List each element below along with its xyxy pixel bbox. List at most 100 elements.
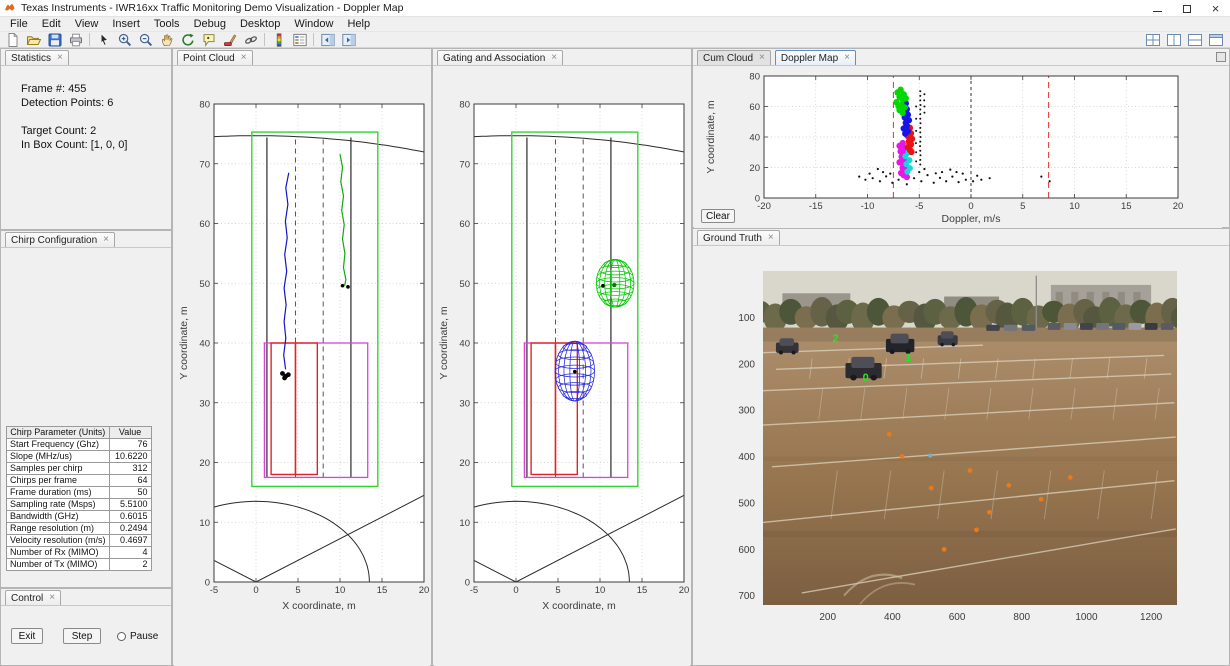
toolbar-separator xyxy=(264,33,265,46)
pause-radio[interactable]: Pause xyxy=(117,631,158,642)
layout-split-vertical-icon[interactable] xyxy=(1163,32,1184,48)
minimize-button[interactable] xyxy=(1143,0,1172,17)
zoom-in-icon[interactable] xyxy=(114,32,135,48)
tab-close-icon[interactable]: × xyxy=(103,234,110,245)
rotate-3d-icon[interactable] xyxy=(177,32,198,48)
tab-control-label: Control xyxy=(11,592,44,604)
open-folder-icon[interactable] xyxy=(23,32,44,48)
svg-text:600: 600 xyxy=(738,545,755,556)
chirp-value-cell: 0.6015 xyxy=(108,510,152,523)
tab-gating-association[interactable]: Gating and Association × xyxy=(437,50,564,65)
tab-doppler-map[interactable]: Doppler Map × xyxy=(774,50,856,65)
brush-icon[interactable] xyxy=(219,32,240,48)
cursor-icon[interactable] xyxy=(93,32,114,48)
svg-text:0: 0 xyxy=(968,201,973,212)
statistics-line: Frame #: 455 xyxy=(21,83,87,95)
chirp-table-row: Velocity resolution (m/s) 0.4697 xyxy=(6,534,152,547)
svg-text:5: 5 xyxy=(1020,201,1025,212)
layout-split-horizontal-icon[interactable] xyxy=(1184,32,1205,48)
menu-insert[interactable]: Insert xyxy=(112,18,140,30)
svg-text:80: 80 xyxy=(749,72,760,83)
layout-grid-icon[interactable] xyxy=(1142,32,1163,48)
tab-control[interactable]: Control × xyxy=(5,590,62,605)
svg-text:20: 20 xyxy=(679,585,690,596)
tab-close-icon[interactable]: × xyxy=(759,52,765,63)
point-cloud-tabstrip: Point Cloud × xyxy=(173,49,431,66)
svg-text:0: 0 xyxy=(863,372,869,384)
chirp-configuration-panel: Chirp Configuration × Chirp Parameter (U… xyxy=(0,230,172,588)
svg-text:Doppler, m/s: Doppler, m/s xyxy=(942,213,1001,225)
gating-tabstrip: Gating and Association × xyxy=(433,49,691,66)
point-cloud-plot: -5 0 5 10 15 20 0 10 20 30 40 50 60 70 80 X coordinate,… xyxy=(174,66,430,666)
svg-text:Y coordinate, m: Y coordinate, m xyxy=(438,306,450,380)
ground-truth-plot: 2 0 1 200 400 600 800 1000 1200 100 200 300 400 500 60… xyxy=(694,246,1228,665)
close-button[interactable]: × xyxy=(1201,0,1230,17)
save-icon[interactable] xyxy=(44,32,65,48)
print-icon[interactable] xyxy=(65,32,86,48)
doppler-map-panel: Cum Cloud × Doppler Map × -20 -15 -10 -5 0 5 1… xyxy=(692,48,1230,228)
menu-tools[interactable]: Tools xyxy=(153,18,180,30)
insert-legend-icon[interactable] xyxy=(289,32,310,48)
menu-debug[interactable]: Debug xyxy=(193,18,226,30)
gating-association-panel: Gating and Association × -5 0 5 10 15 20 0 10 20… xyxy=(432,48,692,666)
svg-text:0: 0 xyxy=(755,194,760,205)
tab-close-icon[interactable]: × xyxy=(767,232,774,243)
tab-close-icon[interactable]: × xyxy=(240,52,247,63)
svg-text:60: 60 xyxy=(459,219,470,230)
menu-file[interactable]: File xyxy=(10,18,28,30)
statistics-content: Frame #: 455 Detection Points: 6 Target C… xyxy=(1,66,171,229)
tab-close-icon[interactable]: × xyxy=(57,52,63,63)
svg-text:40: 40 xyxy=(459,339,470,350)
tab-close-icon[interactable]: × xyxy=(49,592,56,603)
svg-text:50: 50 xyxy=(199,279,210,290)
chirp-parameter-cell: Range resolution (m) xyxy=(6,522,110,535)
chirp-table-row: Chirps per frame 64 xyxy=(6,474,152,487)
tab-close-icon[interactable]: × xyxy=(551,52,558,63)
tab-chirp-configuration[interactable]: Chirp Configuration × xyxy=(5,232,116,247)
pause-label: Pause xyxy=(130,631,159,642)
toolbar xyxy=(0,32,1230,48)
new-document-icon[interactable] xyxy=(2,32,23,48)
menu-edit[interactable]: Edit xyxy=(41,18,61,30)
chirp-parameter-cell: Start Frequency (Ghz) xyxy=(6,438,110,451)
doppler-map-plot: -20 -15 -10 -5 0 5 10 15 20 0 20 40 60 80 Doppler, m/s… xyxy=(694,66,1222,228)
tab-chirp-label: Chirp Configuration xyxy=(11,234,98,246)
svg-text:-5: -5 xyxy=(915,201,923,212)
tab-close-icon[interactable]: × xyxy=(844,52,850,63)
menu-view[interactable]: View xyxy=(74,18,99,30)
menu-help[interactable]: Help xyxy=(347,18,371,30)
gating-association-plot: -5 0 5 10 15 20 0 10 20 30 40 50 60 70 80 X coordinate,… xyxy=(434,66,690,666)
svg-text:-5: -5 xyxy=(210,585,218,596)
tab-statistics[interactable]: Statistics × xyxy=(5,50,69,65)
chirp-table-row: Bandwidth (GHz) 0.6015 xyxy=(6,510,152,523)
chirp-table-row: Frame duration (ms) 50 xyxy=(6,486,152,499)
clear-button[interactable]: Clear xyxy=(701,209,735,223)
svg-text:-10: -10 xyxy=(861,201,875,212)
link-plots-icon[interactable] xyxy=(240,32,261,48)
statistics-line: Target Count: 2 xyxy=(21,125,97,137)
hide-plot-tools-icon[interactable] xyxy=(317,32,338,48)
exit-button[interactable]: Exit xyxy=(11,628,43,644)
step-button[interactable]: Step xyxy=(63,628,101,644)
svg-text:300: 300 xyxy=(738,406,755,417)
tab-statistics-label: Statistics xyxy=(11,52,52,64)
control-content: Exit Step Pause xyxy=(1,606,171,665)
insert-colorbar-icon[interactable] xyxy=(268,32,289,48)
zoom-out-icon[interactable] xyxy=(135,32,156,48)
maximize-button[interactable] xyxy=(1172,0,1201,17)
menu-window[interactable]: Window xyxy=(294,18,334,30)
tab-ground-truth[interactable]: Ground Truth × xyxy=(697,230,780,245)
show-plot-tools-icon[interactable] xyxy=(338,32,359,48)
tab-cum-cloud[interactable]: Cum Cloud × xyxy=(697,50,771,65)
pan-hand-icon[interactable] xyxy=(156,32,177,48)
layout-single-icon[interactable] xyxy=(1205,32,1226,48)
chirp-value-cell: 64 xyxy=(108,474,152,487)
chirp-value-cell: 5.5100 xyxy=(108,498,152,511)
menu-desktop[interactable]: Desktop xyxy=(239,18,281,30)
data-cursor-icon[interactable] xyxy=(198,32,219,48)
svg-text:10: 10 xyxy=(335,585,346,596)
maximize-icon xyxy=(1182,4,1191,13)
panel-options-button[interactable] xyxy=(1216,52,1226,62)
chirp-parameter-cell: Sampling rate (Msps) xyxy=(6,498,110,511)
tab-point-cloud[interactable]: Point Cloud × xyxy=(177,50,253,65)
